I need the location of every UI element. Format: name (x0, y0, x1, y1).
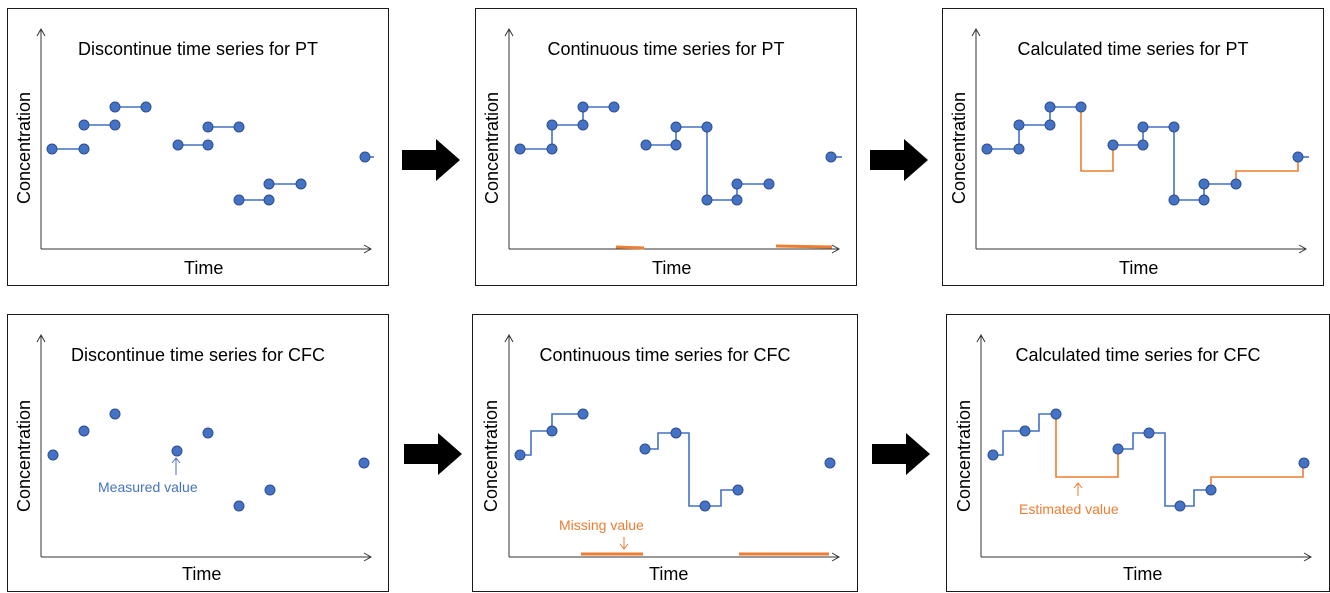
measured-points (514, 101, 837, 206)
right-arrow-icon (402, 139, 460, 186)
right-arrow-icon (872, 433, 930, 480)
estimated-series (1055, 414, 1304, 490)
measured-points (981, 101, 1304, 206)
plot-pt-calculated (971, 27, 1309, 254)
y-axis-label: Concentration (949, 91, 969, 204)
blue-series (52, 106, 374, 201)
measured-value-label: Measured value (98, 479, 198, 495)
x-axis-label: Time (184, 258, 224, 278)
annotation-pointer (171, 457, 181, 475)
estimated-series (1080, 107, 1299, 184)
plot-cfc-calculated (976, 333, 1313, 562)
y-axis-label: Concentration (14, 91, 34, 204)
x-axis-label: Time (1119, 258, 1159, 278)
annotation-pointer (619, 537, 629, 550)
y-axis-label: Concentration (14, 399, 34, 512)
estimated-value-label: Estimated value (1019, 501, 1119, 517)
panel-pt-continuous: Continuous time series for PT Concentrat… (475, 8, 857, 286)
plot-pt-discontinue (36, 27, 374, 254)
x-axis-label: Time (1123, 564, 1163, 584)
x-axis-label: Time (182, 564, 222, 584)
panel-title: Continuous time series for PT (547, 39, 785, 59)
y-axis-label: Concentration (481, 399, 501, 512)
right-arrow-icon (870, 139, 928, 186)
blue-series (987, 106, 1309, 201)
axes (504, 27, 841, 254)
panel-title: Calculated time series for CFC (1015, 345, 1261, 365)
panel-pt-calculated: Calculated time series for PT Concentrat… (942, 8, 1324, 286)
missing-value-label: Missing value (559, 517, 644, 533)
axes (36, 333, 373, 562)
measured-points (514, 408, 836, 512)
x-axis-label: Time (649, 564, 689, 584)
panel-title: Discontinue time series for CFC (70, 345, 326, 365)
annotation-pointer (1073, 482, 1083, 496)
axes (971, 27, 1308, 254)
axes (976, 333, 1313, 562)
plot-cfc-discontinue (36, 333, 373, 562)
y-axis-label: Concentration (482, 91, 502, 204)
panel-cfc-discontinue: Discontinue time series for CFC Concentr… (7, 314, 389, 592)
panel-title: Calculated time series for PT (1017, 39, 1249, 59)
panel-cfc-calculated: Calculated time series for CFC Concentra… (946, 314, 1330, 592)
panel-pt-discontinue: Discontinue time series for PT Concentra… (7, 8, 389, 286)
x-axis-label: Time (652, 258, 692, 278)
axes (36, 27, 373, 254)
right-arrow-icon (404, 433, 462, 480)
blue-series (520, 413, 738, 507)
measured-points (47, 408, 370, 512)
plot-pt-continuous (504, 27, 842, 254)
blue-series (520, 106, 842, 201)
axes (504, 333, 841, 562)
plot-cfc-continuous (504, 333, 841, 562)
y-axis-label: Concentration (954, 399, 974, 512)
measured-points (46, 101, 371, 206)
measured-points (987, 408, 1310, 512)
panel-title: Continuous time series for CFC (539, 345, 791, 365)
panel-cfc-continuous: Continuous time series for CFC Concentra… (472, 314, 858, 592)
panel-title: Discontinue time series for PT (77, 39, 319, 59)
missing-value-bars (615, 244, 833, 250)
